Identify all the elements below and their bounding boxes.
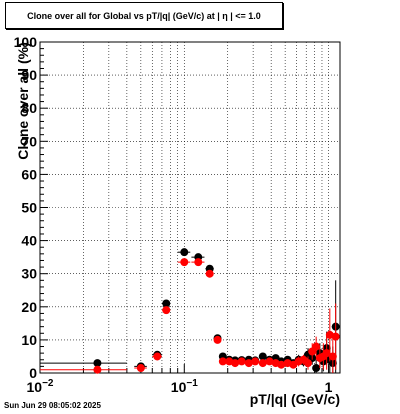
data-point-red <box>322 349 331 358</box>
data-point-red <box>136 364 145 373</box>
timestamp-label: Sun Jun 29 08:05:02 2025 <box>4 401 101 410</box>
y-tick-label: 50 <box>21 200 37 216</box>
y-tick-label: 40 <box>21 233 37 249</box>
data-point-black <box>180 248 189 257</box>
data-point-red <box>218 357 227 366</box>
x-axis-label: pT/|q| (GeV/c) <box>249 391 340 407</box>
y-axis-label: Clone over all (%) <box>15 42 31 160</box>
data-point-red <box>303 359 312 368</box>
y-tick-label: 80 <box>21 100 37 116</box>
x-tick-label: 10−1 <box>171 378 198 395</box>
x-tick-label: 10−2 <box>27 378 54 395</box>
data-layer <box>40 248 340 374</box>
y-tick-label: 90 <box>21 67 37 83</box>
x-tick-base: 10 <box>171 379 187 395</box>
x-tick-base: 10 <box>27 379 43 395</box>
data-point-black <box>162 299 171 308</box>
data-point-red <box>251 357 260 366</box>
data-point-red <box>277 360 286 369</box>
data-point-red <box>93 365 102 374</box>
y-tick-label: 0 <box>29 365 37 381</box>
grid-layer <box>40 42 340 373</box>
data-point-red <box>153 352 162 361</box>
data-point-red <box>194 258 203 267</box>
chart-title-box: Clone over all for Global vs pT/|q| (GeV… <box>5 2 283 29</box>
data-point-red <box>328 352 337 361</box>
data-point-red <box>162 306 171 315</box>
data-point-black <box>93 359 102 368</box>
y-tick-label: 30 <box>21 266 37 282</box>
y-tick-label: 100 <box>14 34 38 50</box>
data-point-red <box>258 359 267 368</box>
x-tick-exponent: −2 <box>42 378 54 389</box>
chart-title: Clone over all for Global vs pT/|q| (GeV… <box>27 11 261 21</box>
data-point-red <box>180 258 189 267</box>
data-point-red <box>213 335 222 344</box>
x-tick-base: 1 <box>325 379 333 395</box>
data-point-red <box>265 357 274 366</box>
x-tick-exponent: −1 <box>186 378 198 389</box>
data-point-red <box>244 359 253 368</box>
data-point-red <box>312 342 321 351</box>
data-point-red <box>237 357 246 366</box>
data-point-red <box>231 359 240 368</box>
data-point-black <box>258 352 267 361</box>
y-tick-label: 60 <box>21 166 37 182</box>
y-tick-label: 10 <box>21 332 37 348</box>
data-point-red <box>205 269 214 278</box>
y-tick-label: 20 <box>21 299 37 315</box>
data-point-red <box>331 332 340 341</box>
data-point-black <box>312 364 321 373</box>
y-tick-label: 70 <box>21 133 37 149</box>
x-tick-label: 1 <box>325 379 333 395</box>
